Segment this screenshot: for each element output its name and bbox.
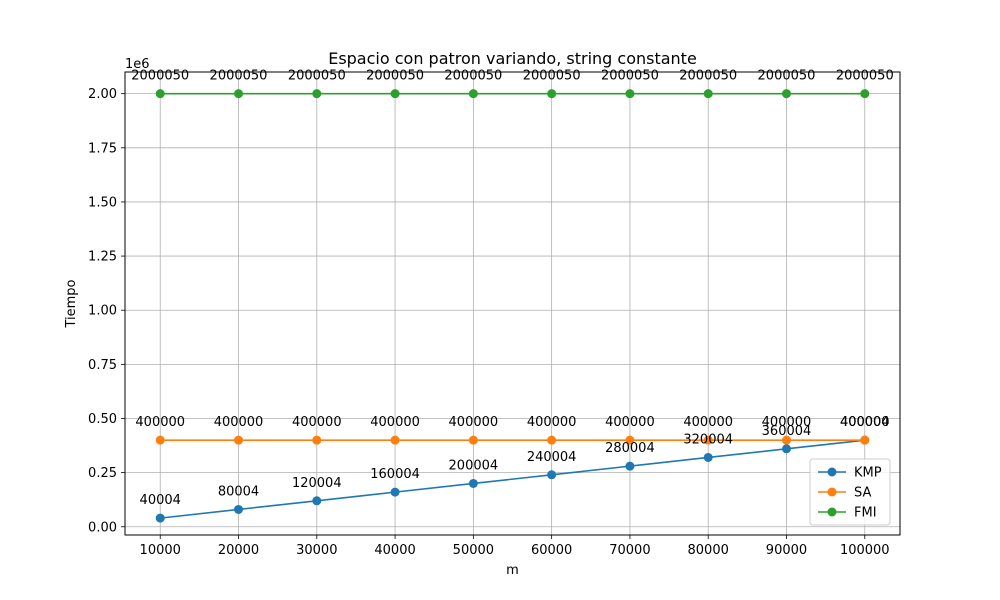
data-point-kmp [234,504,244,514]
y-tick-label: 0.00 [88,520,117,535]
data-label-sa: 400000 [527,415,577,430]
y-tick-label: 1.75 [88,141,117,156]
data-point-kmp [781,444,791,454]
y-tick-label: 0.50 [88,412,117,427]
data-label-sa: 400000 [683,415,733,430]
x-tick-label: 40000 [374,543,415,558]
data-point-sa [625,435,635,445]
data-label-kmp: 240004 [527,450,577,465]
x-tick-label: 80000 [688,543,729,558]
legend-item-kmp: KMP [818,466,882,481]
data-label-sa: 400000 [214,415,264,430]
data-point-sa [155,435,165,445]
data-point-fmi [155,89,165,99]
data-point-kmp [703,452,713,462]
y-tick-label: 2.00 [88,87,117,102]
legend-item-fmi: FMI [818,506,877,521]
data-label-kmp: 400004 [840,415,890,430]
data-point-fmi [547,89,557,99]
data-label-sa: 400000 [605,415,655,430]
data-label-fmi: 2000050 [288,69,346,84]
x-tick-label: 30000 [296,543,337,558]
data-label-sa: 400000 [840,415,890,430]
data-point-kmp [625,461,635,471]
legend-label: KMP [854,466,882,481]
data-label-sa: 400000 [449,415,499,430]
data-point-fmi [390,89,400,99]
series-sa [155,435,870,445]
data-label-fmi: 2000050 [758,69,816,84]
data-point-kmp [468,478,478,488]
x-tick-label: 20000 [218,543,259,558]
data-point-kmp [312,496,322,506]
data-point-fmi [703,89,713,99]
x-tick-label: 90000 [766,543,807,558]
data-label-fmi: 2000050 [601,69,659,84]
plot-frame [124,71,901,536]
legend-label: FMI [854,506,877,521]
x-axis-label: m [506,563,519,578]
data-point-sa [234,435,244,445]
y-tick-label: 0.25 [88,466,117,481]
data-label-fmi: 2000050 [836,69,894,84]
legend-marker [827,507,837,517]
data-point-kmp [390,487,400,497]
data-label-sa: 400000 [135,415,185,430]
x-tick-label: 10000 [140,543,181,558]
data-label-kmp: 280004 [605,441,655,456]
y-axis-label: Tiempo [64,279,79,328]
data-point-sa [860,435,870,445]
data-label-kmp: 360004 [762,424,812,439]
series-fmi [155,89,870,99]
y-axis-offset-text: 1e6 [125,57,150,72]
series-line-kmp [160,439,865,519]
data-label-kmp: 320004 [683,432,733,447]
y-tick-label: 1.25 [88,250,117,265]
axis-ticks: 10000 20000 30000 40000 50000 60000 70000 80000… [88,87,890,558]
data-point-sa [468,435,478,445]
legend-label: SA [854,486,871,501]
chart-title: Espacio con patron variando, string cons… [328,49,697,68]
data-point-fmi [860,89,870,99]
y-tick-label: 1.00 [88,304,117,319]
x-tick-label: 60000 [531,543,572,558]
data-point-sa [781,435,791,445]
data-point-kmp [155,513,165,523]
data-label-kmp: 80004 [218,484,259,499]
series-layer [155,89,870,523]
data-point-fmi [234,89,244,99]
data-label-kmp: 160004 [370,467,420,482]
x-tick-label: 50000 [453,543,494,558]
data-label-kmp: 40004 [140,493,181,508]
data-label-sa: 400000 [370,415,420,430]
data-label-fmi: 2000050 [210,69,268,84]
data-point-sa [703,435,713,445]
legend-marker [827,467,837,477]
data-label-sa: 400000 [292,415,342,430]
data-point-fmi [625,89,635,99]
data-point-kmp [547,470,557,480]
data-label-sa: 400000 [762,415,812,430]
data-point-fmi [312,89,322,99]
x-tick-label: 100000 [840,543,890,558]
data-label-kmp: 120004 [292,476,342,491]
legend: KMP SA FMI [809,458,891,526]
data-label-kmp: 200004 [449,458,499,473]
data-point-fmi [781,89,791,99]
legend-marker [827,487,837,497]
data-label-fmi: 2000050 [523,69,581,84]
data-label-fmi: 2000050 [679,69,737,84]
data-point-sa [312,435,322,445]
y-tick-label: 1.50 [88,195,117,210]
data-point-fmi [468,89,478,99]
data-label-fmi: 2000050 [366,69,424,84]
data-point-sa [547,435,557,445]
x-tick-label: 70000 [609,543,650,558]
data-label-fmi: 2000050 [444,69,502,84]
legend-item-sa: SA [818,486,871,501]
data-point-sa [390,435,400,445]
y-tick-label: 0.75 [88,358,117,373]
